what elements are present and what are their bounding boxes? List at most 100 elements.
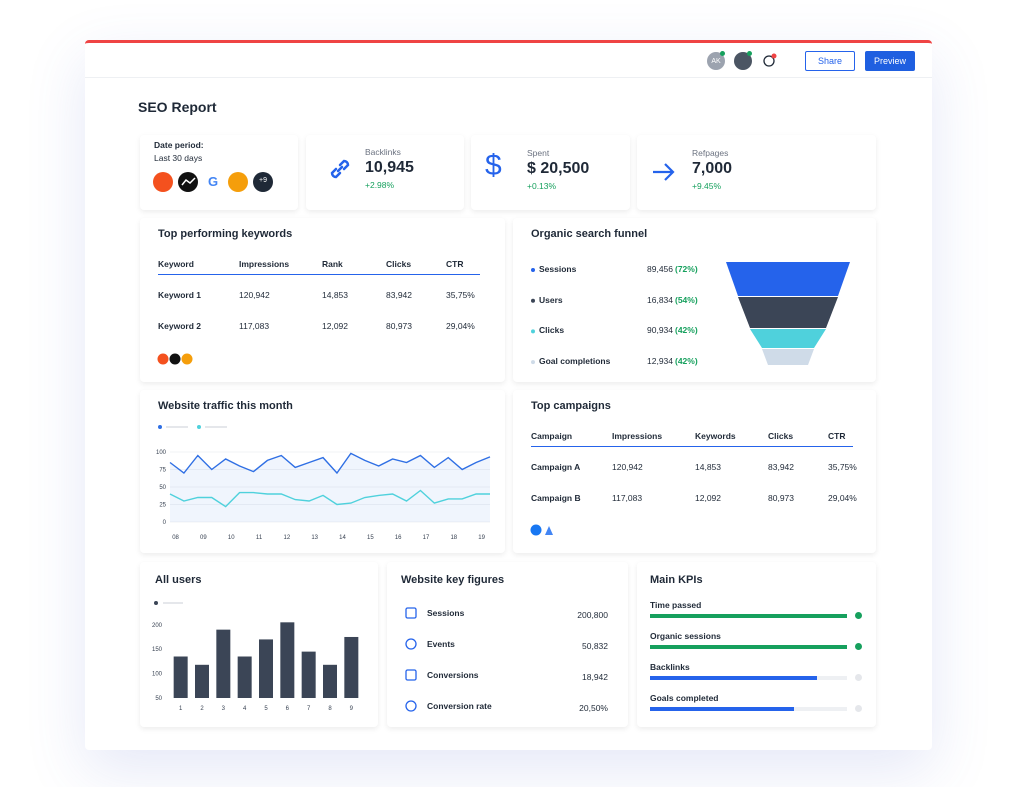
column-header: Keyword [158, 259, 194, 269]
stage-share: (54%) [675, 294, 698, 305]
table-cell: 14,853 [322, 290, 348, 300]
kpi-progress [650, 707, 794, 711]
legend-bar [205, 426, 227, 428]
traffic-card: Website traffic this month 0 25 50 75 100 08 0… [140, 390, 505, 553]
metric-value: 7,000 [692, 160, 733, 177]
column-header: CTR [828, 431, 846, 441]
stage-value: 90,934 [647, 325, 673, 336]
report-title: SEO Report [138, 99, 217, 115]
metric-value: $ 20,500 [527, 160, 590, 177]
x-tick-label: 11 [256, 535, 263, 541]
x-tick-label: 19 [478, 535, 485, 541]
stage-name: Clicks [539, 325, 565, 336]
x-tick-label: 16 [395, 535, 402, 541]
more-sources[interactable]: +9 [259, 177, 267, 184]
x-tick-label: 8 [328, 706, 332, 712]
figure-value: 50,832 [582, 641, 608, 651]
comments-icon[interactable] [761, 53, 777, 69]
figure-label: Conversions [427, 670, 479, 680]
x-tick-label: 4 [243, 706, 247, 712]
stage-share: (42%) [675, 356, 698, 367]
bar-chart: 50 100 150 200 1 2 3 4 5 6 7 8 9 [152, 601, 359, 712]
stage-value: 12,934 [647, 356, 673, 367]
avatar-photo[interactable] [734, 52, 752, 70]
column-header: Keywords [695, 431, 736, 441]
card-title: Website traffic this month [158, 400, 293, 412]
bar [195, 664, 209, 698]
line [169, 452, 491, 475]
figure-value: 20,50% [579, 703, 608, 713]
users-card: All users 50 100 150 200 1 2 3 4 5 6 7 8 9 [140, 562, 378, 727]
icon-shape [405, 700, 417, 712]
legend-dot [158, 425, 162, 429]
kpi-progress [650, 614, 847, 618]
stage-name: Goal completions [539, 356, 611, 367]
table-cell: 80,973 [386, 321, 412, 331]
date-value: Last 30 days [154, 153, 203, 163]
share-button[interactable]: Share [805, 51, 855, 71]
legend-dot [197, 425, 201, 429]
bar [301, 651, 316, 698]
area [170, 453, 490, 522]
table-cell: 14,853 [695, 462, 721, 472]
funnel-stage [762, 349, 814, 365]
avatar[interactable]: AK [707, 52, 725, 70]
table-cell: 12,092 [695, 493, 721, 503]
table-cell: Keyword 2 [158, 321, 201, 331]
figure-icon [405, 669, 417, 681]
kpi-status [855, 612, 862, 619]
legend-bar [166, 426, 188, 428]
column-header: CTR [446, 259, 464, 269]
stage-value: 16,834 [647, 294, 673, 305]
figure-label: Sessions [427, 608, 465, 618]
table-cell: 35,75% [828, 462, 857, 472]
card-title: Organic search funnel [531, 228, 648, 240]
x-tick-label: 08 [172, 535, 179, 541]
table-cell: 80,973 [768, 493, 794, 503]
column-header: Impressions [612, 431, 663, 441]
stage-dot [531, 268, 535, 272]
top-bar: AK Share Preview [85, 43, 932, 78]
y-tick-label: 100 [156, 450, 167, 456]
stage-share: (72%) [675, 264, 698, 274]
y-tick-label: 50 [159, 485, 166, 491]
icon-shape [405, 607, 417, 619]
kpi-label: Goals completed [650, 693, 719, 703]
stage-name: Users [539, 294, 563, 305]
status-dot [747, 51, 752, 56]
table-cell: Campaign A [531, 462, 581, 472]
metric-value: 10,945 [365, 159, 414, 176]
kpi-progress [650, 645, 847, 649]
legend-bar [163, 602, 183, 604]
y-tick-label: 200 [152, 623, 163, 629]
table-cell: 12,092 [322, 321, 348, 331]
table-cell: 83,942 [386, 290, 412, 300]
table-cell: 83,942 [768, 462, 794, 472]
y-tick-label: 0 [163, 520, 167, 526]
table-cell: 29,04% [828, 493, 857, 503]
table-cell: 120,942 [239, 290, 270, 300]
y-tick-label: 25 [159, 503, 166, 509]
header-rule [158, 274, 480, 275]
table-cell: 117,083 [239, 321, 270, 331]
metric-label: Backlinks [365, 147, 401, 157]
table-cell: 120,942 [612, 462, 643, 472]
link-icon [330, 159, 350, 179]
y-tick-label: 150 [152, 647, 163, 653]
funnel-graphic [531, 262, 850, 365]
column-header: Clicks [768, 431, 794, 441]
bar [344, 636, 359, 698]
preview-button[interactable]: Preview [865, 51, 915, 71]
bar [259, 639, 273, 698]
metric-label: Spent [527, 148, 550, 158]
card-title: Top performing keywords [158, 228, 293, 240]
figure-label: Events [427, 639, 455, 649]
figure-value: 18,942 [582, 672, 608, 682]
column-header: Impressions [239, 259, 290, 269]
icon-shape [405, 638, 417, 650]
svg-text:G: G [208, 174, 218, 189]
stage-dot [531, 329, 535, 334]
x-tick-label: 5 [264, 706, 268, 712]
table-cell: Keyword 1 [158, 290, 201, 300]
column-header: Rank [322, 259, 343, 269]
